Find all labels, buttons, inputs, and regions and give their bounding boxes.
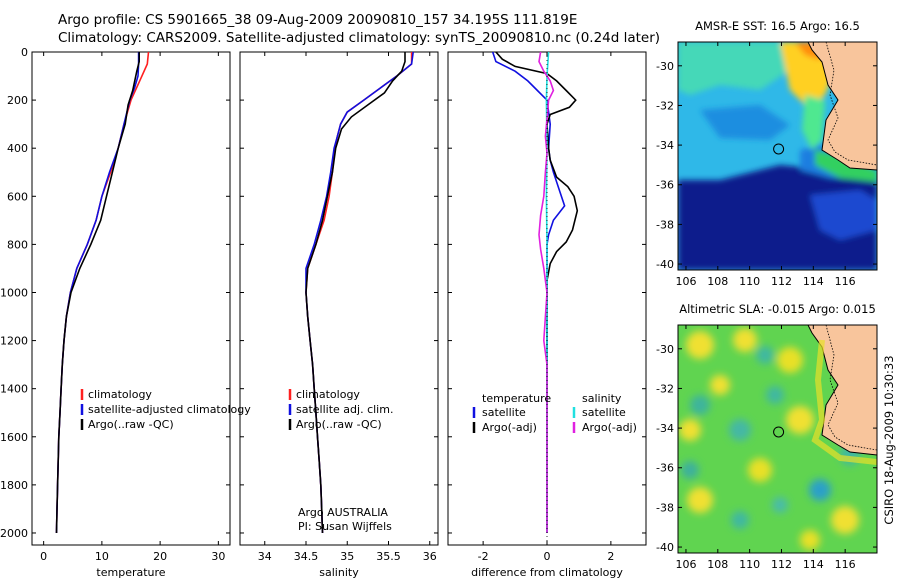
sla-map-ytick-label: -38 bbox=[656, 501, 674, 514]
sla-map-xtick-label: 116 bbox=[835, 558, 856, 571]
sst-map-argo-marker bbox=[773, 143, 785, 155]
difference-legend-header: salinity bbox=[582, 392, 622, 405]
temperature-xlabel: temperature bbox=[96, 566, 165, 579]
salinity-series-line bbox=[305, 51, 414, 534]
temperature-ytick-label: 1000 bbox=[0, 286, 28, 299]
temperature-ytick-label: 2000 bbox=[0, 527, 28, 540]
salinity-series-line bbox=[305, 52, 413, 534]
profile-title: Argo profile: CS 5901665_38 09-Aug-2009 … bbox=[58, 12, 578, 28]
difference-xtick-label: 2 bbox=[607, 550, 614, 563]
sla-map-panel: Altimetric SLA: -0.015 Argo: 0.015 106 108… bbox=[656, 302, 878, 571]
temperature-ytick-label: 800 bbox=[7, 238, 28, 251]
sst-map-xtick-label: 110 bbox=[739, 275, 760, 288]
sst-map-ytick-label: -30 bbox=[656, 60, 674, 73]
temperature-series-line bbox=[55, 52, 140, 534]
temperature-xtick-label: 30 bbox=[211, 550, 225, 563]
sla-map-title: Altimetric SLA: -0.015 Argo: 0.015 bbox=[679, 302, 876, 316]
sla-map-ytick-label: -30 bbox=[656, 343, 674, 356]
temperature-ytick-label: 1800 bbox=[0, 479, 28, 492]
sla-map-ytick-label: -40 bbox=[656, 541, 674, 554]
temperature-ytick-label: 400 bbox=[7, 142, 28, 155]
sla-map-image bbox=[678, 325, 877, 553]
salinity-frame bbox=[239, 51, 439, 546]
sst-map-image bbox=[678, 42, 877, 270]
sst-map-frame bbox=[677, 41, 878, 271]
temperature-legend-label: satellite-adjusted climatology bbox=[88, 403, 251, 416]
difference-legend-label: Argo(-adj) bbox=[482, 421, 537, 434]
sla-map-xtick-label: 110 bbox=[739, 558, 760, 571]
temperature-ytick-label: 600 bbox=[7, 190, 28, 203]
sst-map-ytick-label: -40 bbox=[656, 258, 674, 271]
difference-legend-label: satellite bbox=[482, 406, 526, 419]
temperature-ytick-label: 0 bbox=[21, 46, 28, 59]
sla-map-ytick-label: -36 bbox=[656, 462, 674, 475]
temperature-series-line bbox=[55, 52, 140, 534]
salinity-xtick-label: 35 bbox=[340, 550, 354, 563]
salinity-xtick-label: 34.5 bbox=[294, 550, 319, 563]
sla-map-argo-marker bbox=[773, 426, 785, 438]
salinity-legend-label: Argo(..raw -QC) bbox=[296, 418, 382, 431]
climatology-title: Climatology: CARS2009. Satellite-adjuste… bbox=[58, 30, 661, 46]
sst-map-ytick-label: -38 bbox=[656, 218, 674, 231]
salinity-legend-label: satellite adj. clim. bbox=[296, 403, 393, 416]
difference-series-line bbox=[495, 51, 579, 533]
difference-series-line bbox=[491, 51, 566, 533]
sla-map-xtick-label: 114 bbox=[803, 558, 824, 571]
temperature-xtick-label: 20 bbox=[153, 550, 167, 563]
temperature-ytick-label: 1200 bbox=[0, 335, 28, 348]
sla-map-ytick-label: -34 bbox=[656, 422, 674, 435]
sst-map-xtick-label: 114 bbox=[803, 275, 824, 288]
sst-map-title: AMSR-E SST: 16.5 Argo: 16.5 bbox=[695, 19, 860, 33]
difference-legend-header: temperature bbox=[482, 392, 551, 405]
sst-map-ytick-label: -36 bbox=[656, 179, 674, 192]
difference-xtick-label: -2 bbox=[478, 550, 489, 563]
difference-xtick-label: 0 bbox=[544, 550, 551, 563]
sst-map-ytick-label: -32 bbox=[656, 99, 674, 112]
sst-map-xtick-label: 106 bbox=[675, 275, 696, 288]
sst-map-xtick-label: 112 bbox=[771, 275, 792, 288]
salinity-annotation: Argo AUSTRALIA bbox=[298, 506, 388, 519]
temperature-panel: 0 10 20 30 temperature 0 200 400 600 800 1000 1200 1… bbox=[0, 46, 251, 579]
sst-map-panel: AMSR-E SST: 16.5 Argo: 16.5 106 108 110 112 1… bbox=[656, 19, 878, 288]
temperature-ytick-label: 200 bbox=[7, 94, 28, 107]
temperature-legend-label: Argo(..raw -QC) bbox=[88, 418, 174, 431]
sla-map-ytick-label: -32 bbox=[656, 382, 674, 395]
sla-map-xtick-label: 108 bbox=[707, 558, 728, 571]
salinity-xtick-label: 36 bbox=[423, 550, 437, 563]
sla-map-xtick-label: 112 bbox=[771, 558, 792, 571]
temperature-xtick-label: 10 bbox=[95, 550, 109, 563]
temperature-ytick-label: 1400 bbox=[0, 383, 28, 396]
sla-map-frame bbox=[677, 324, 878, 554]
salinity-annotation: PI: Susan Wijffels bbox=[298, 520, 392, 533]
salinity-panel: 34 34.5 35 35.5 36 salinity climatology satelli… bbox=[239, 51, 439, 579]
sst-map-xtick-label: 116 bbox=[835, 275, 856, 288]
temperature-xtick-label: 0 bbox=[40, 550, 47, 563]
salinity-xtick-label: 35.5 bbox=[376, 550, 401, 563]
timestamp-side-label: CSIRO 18-Aug-2009 10:30:33 bbox=[882, 355, 896, 524]
difference-legend-label: Argo(-adj) bbox=[582, 421, 637, 434]
difference-legend-label: satellite bbox=[582, 406, 626, 419]
salinity-legend-label: climatology bbox=[296, 388, 360, 401]
difference-series-line bbox=[538, 51, 555, 533]
salinity-xtick-label: 34 bbox=[258, 550, 272, 563]
sst-map-ytick-label: -34 bbox=[656, 139, 674, 152]
temperature-frame bbox=[31, 51, 231, 546]
sla-map-xtick-label: 106 bbox=[675, 558, 696, 571]
difference-xlabel: difference from climatology bbox=[471, 566, 623, 579]
salinity-xlabel: salinity bbox=[319, 566, 359, 579]
temperature-ytick-label: 1600 bbox=[0, 431, 28, 444]
salinity-series-line bbox=[305, 52, 406, 534]
temperature-legend-label: climatology bbox=[88, 388, 152, 401]
sst-map-xtick-label: 108 bbox=[707, 275, 728, 288]
difference-panel: -2 0 2 difference from climatology temperatu… bbox=[447, 51, 647, 579]
